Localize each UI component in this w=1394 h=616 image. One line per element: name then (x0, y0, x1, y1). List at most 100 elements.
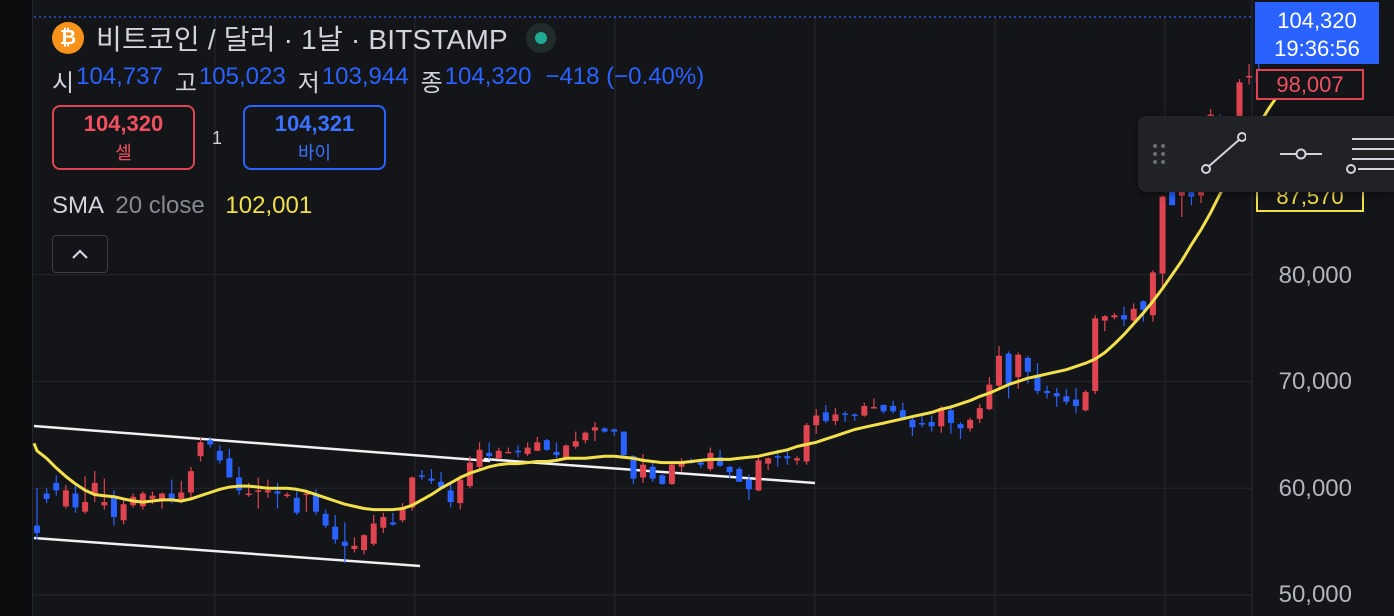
candle (620, 431, 627, 459)
candle-body (322, 513, 329, 526)
candle-body (293, 497, 300, 513)
candle (486, 442, 493, 460)
ohlc-legend: 시 104,737 고 105,023 저 103,944 종 104,320 … (52, 63, 704, 98)
market-status-icon[interactable] (525, 23, 556, 53)
sell-button[interactable]: 104,320 셀 (52, 105, 195, 170)
candle-body (524, 447, 531, 455)
candle-body (264, 490, 271, 493)
candle-body (919, 423, 926, 425)
candle (967, 417, 974, 432)
candle (91, 471, 98, 503)
symbol-title[interactable]: 비트코인 / 달러 · 1날 · BITSTAMP (96, 24, 508, 55)
candle (1072, 387, 1079, 414)
trend-line-icon[interactable] (1190, 116, 1250, 192)
candle (34, 488, 40, 540)
candle (284, 492, 291, 498)
candle-body (1111, 315, 1118, 318)
candle-body (505, 451, 512, 454)
y-tick-label: 60,000 (1278, 475, 1352, 502)
candle-body (1063, 396, 1070, 402)
candle-body (149, 495, 156, 499)
candle-body (428, 478, 435, 481)
candle (640, 454, 647, 483)
symbol-header[interactable]: ₿ 비트코인 / 달러 · 1날 · BITSTAMP (52, 18, 556, 58)
candle-body (389, 522, 396, 525)
open-value: 104,737 (76, 63, 163, 90)
candle-body (1005, 353, 1012, 384)
candle-body (620, 431, 627, 456)
candle (1063, 388, 1070, 405)
candle-body (755, 460, 762, 491)
drag-handle-icon[interactable] (1144, 116, 1174, 192)
candle-body (1121, 315, 1128, 320)
candle-body (793, 458, 800, 461)
candle (947, 404, 954, 434)
candle (582, 431, 589, 444)
candle-body (630, 456, 637, 479)
candle-body (899, 410, 906, 418)
candle (418, 470, 425, 480)
candle-body (1053, 393, 1060, 397)
candle-body (996, 355, 1002, 386)
candle-body (457, 479, 464, 504)
high-value: 105,023 (198, 63, 286, 90)
candle-body (880, 404, 887, 412)
candle-body (1072, 399, 1079, 406)
candle (678, 458, 685, 473)
candle-body (976, 408, 983, 419)
sma-line (32, 94, 1280, 512)
candle (928, 415, 935, 432)
sell-price: 104,320 (83, 110, 164, 136)
candle (534, 436, 541, 451)
collapse-legend-button[interactable] (52, 235, 108, 273)
candle (1121, 306, 1128, 326)
drawing-toolbar[interactable] (1138, 116, 1394, 192)
candle-body (72, 493, 79, 508)
candle-body (640, 464, 647, 478)
candle (726, 465, 733, 479)
candle-body (938, 408, 945, 427)
horizontal-ray-icon[interactable] (1270, 116, 1330, 192)
candle (515, 445, 521, 458)
candle-body (736, 468, 743, 482)
candle (842, 411, 849, 422)
candle-body (861, 405, 868, 416)
candle (996, 346, 1002, 389)
candle-body (957, 424, 964, 429)
candle-body (774, 456, 781, 458)
red-price-tag: 98,007 (1256, 69, 1364, 100)
candle (784, 450, 791, 465)
candle-body (1159, 196, 1166, 274)
candle-body (284, 494, 291, 497)
buy-button[interactable]: 104,321 바이 (243, 105, 386, 170)
candle (428, 468, 435, 484)
y-tick-label: 50,000 (1278, 581, 1352, 608)
candle-body (572, 441, 579, 447)
candle-body (1092, 318, 1099, 392)
candle-body (1082, 392, 1089, 411)
candle-body (697, 462, 704, 465)
candle (139, 491, 146, 510)
candle (53, 475, 60, 496)
channel-upper-line (33, 424, 491, 463)
last-price: 104,320 (1277, 8, 1357, 33)
indicator-legend[interactable]: SMA 20 close 102,001 (52, 192, 312, 220)
candle (197, 438, 204, 462)
candle (899, 402, 906, 420)
parallel-channel-icon[interactable] (1344, 116, 1394, 192)
candle (341, 522, 348, 563)
candle-body (890, 405, 897, 412)
candle (216, 445, 223, 464)
candle-body (1236, 82, 1243, 132)
candle (851, 413, 858, 421)
candle-body (649, 466, 656, 479)
candle (1053, 387, 1060, 408)
candle (957, 421, 964, 440)
candle-body (928, 421, 935, 427)
candle-body (341, 541, 348, 546)
candle-body (553, 451, 560, 456)
candle (890, 400, 897, 414)
candle (255, 477, 262, 509)
candle (322, 509, 329, 528)
candle-body (1149, 272, 1156, 316)
